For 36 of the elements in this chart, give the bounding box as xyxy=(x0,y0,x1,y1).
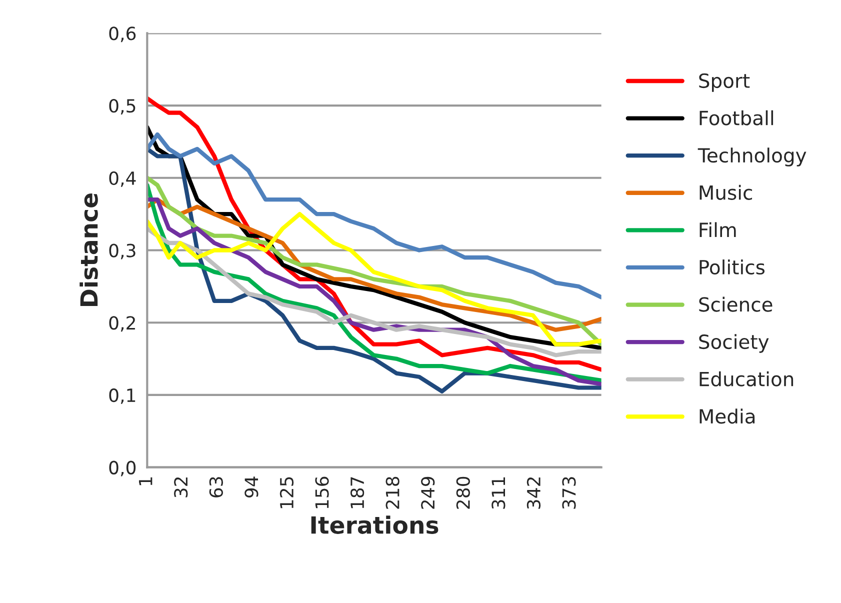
legend-label: Education xyxy=(700,371,794,386)
line-series xyxy=(147,226,602,358)
x-tick-label: 311 xyxy=(492,477,506,509)
legend-label: Music xyxy=(700,184,752,200)
line-series xyxy=(147,132,602,300)
x-axis-title: Iterations xyxy=(311,516,438,534)
legend-label: Society xyxy=(699,334,769,353)
x-tick-label: 94 xyxy=(244,476,258,498)
y-tick-label: 0,5 xyxy=(109,98,136,114)
legend-label: Media xyxy=(700,408,755,424)
legend-label: Science xyxy=(699,296,772,312)
y-tick-label: 0,2 xyxy=(109,316,135,332)
x-tick-label: 125 xyxy=(280,477,294,508)
y-axis-title: Distance xyxy=(80,193,98,306)
y-tick-label: 0,3 xyxy=(109,244,136,260)
y-tick-label: 0,4 xyxy=(109,171,136,187)
legend-label: Sport xyxy=(699,73,750,92)
x-tick-label: 280 xyxy=(456,476,470,509)
legend-label: Football xyxy=(700,110,774,126)
legend-label: Politics xyxy=(700,259,765,275)
x-tick-label: 342 xyxy=(526,477,541,509)
x-tick-label: 249 xyxy=(421,476,435,509)
y-tick-label: 0,0 xyxy=(109,460,136,476)
x-tick-label: 187 xyxy=(350,477,364,508)
y-tick-label: 0,6 xyxy=(109,26,136,42)
x-tick-label: 63 xyxy=(209,477,223,498)
x-tick-label: 32 xyxy=(174,477,188,498)
x-tick-label: 373 xyxy=(562,477,576,509)
line-series xyxy=(147,176,602,346)
line-series xyxy=(147,212,602,346)
x-tick-label: 156 xyxy=(315,476,329,508)
legend-label: Technology xyxy=(698,148,806,166)
x-tick-label: 218 xyxy=(386,476,400,509)
x-tick-label: 1 xyxy=(138,477,152,486)
legend-label: Film xyxy=(700,222,736,237)
y-tick-label: 0,1 xyxy=(109,388,136,404)
